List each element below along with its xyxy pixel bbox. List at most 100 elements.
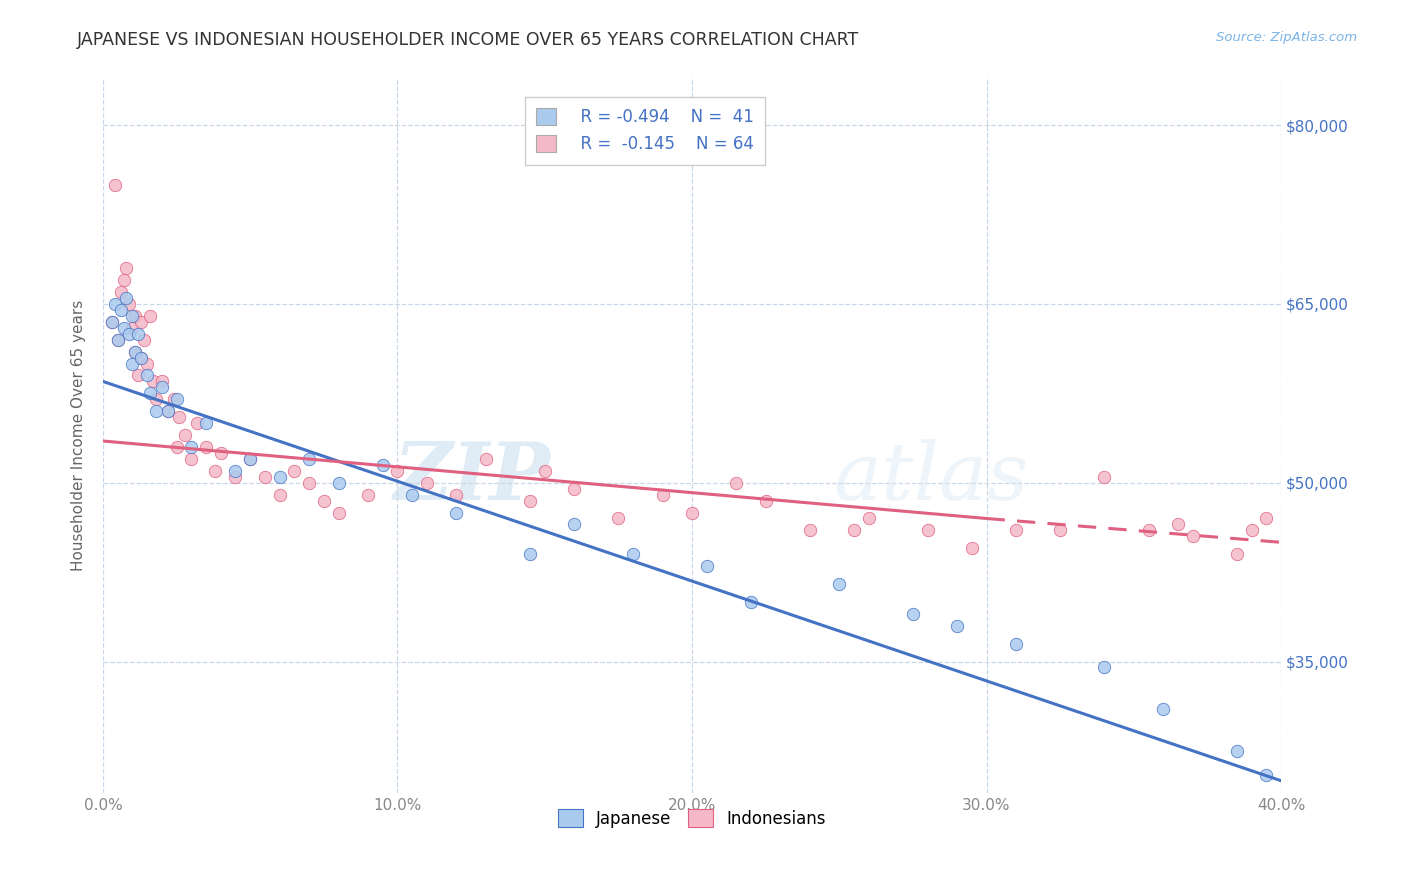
Point [253,469,276,483]
Point [416,475,439,490]
Point [621,547,644,561]
Point [755,493,778,508]
Point [842,524,865,538]
Point [121,357,143,371]
Point [533,464,555,478]
Point [186,416,208,430]
Point [1256,768,1278,782]
Point [1226,547,1249,561]
Point [475,451,498,466]
Point [174,428,197,442]
Point [180,451,202,466]
Point [112,273,135,287]
Point [169,410,191,425]
Point [446,506,468,520]
Point [107,333,129,347]
Text: ZIP: ZIP [394,439,551,516]
Point [104,297,127,311]
Point [799,524,821,538]
Point [1152,702,1174,716]
Text: atlas: atlas [834,439,1029,516]
Point [298,475,321,490]
Y-axis label: Householder Income Over 65 years: Householder Income Over 65 years [72,300,86,571]
Point [328,506,350,520]
Point [858,511,880,525]
Point [139,309,162,323]
Point [328,475,350,490]
Point [124,309,146,323]
Point [357,488,380,502]
Point [204,464,226,478]
Point [960,541,983,556]
Point [1256,511,1278,525]
Point [901,607,924,621]
Point [298,451,321,466]
Point [269,488,291,502]
Point [127,368,149,383]
Point [283,464,305,478]
Point [696,559,718,574]
Point [1226,744,1249,758]
Point [127,326,149,341]
Point [107,333,129,347]
Legend: Japanese, Indonesians: Japanese, Indonesians [551,803,832,834]
Point [136,368,159,383]
Point [224,469,246,483]
Point [150,380,173,394]
Point [917,524,939,538]
Point [1092,469,1115,483]
Point [134,333,156,347]
Point [209,446,232,460]
Point [121,309,143,323]
Point [828,577,851,591]
Point [401,488,423,502]
Point [156,404,179,418]
Text: JAPANESE VS INDONESIAN HOUSEHOLDER INCOME OVER 65 YEARS CORRELATION CHART: JAPANESE VS INDONESIAN HOUSEHOLDER INCOM… [77,31,859,49]
Point [519,547,541,561]
Point [104,178,127,192]
Point [195,440,218,454]
Point [124,344,146,359]
Point [740,595,762,609]
Point [239,451,262,466]
Point [118,326,141,341]
Point [562,517,585,532]
Point [139,386,162,401]
Point [519,493,541,508]
Point [681,506,703,520]
Point [239,451,262,466]
Point [446,488,468,502]
Point [1005,637,1028,651]
Point [1005,524,1028,538]
Point [1137,524,1160,538]
Point [1181,529,1204,543]
Point [142,375,165,389]
Point [162,392,184,407]
Point [129,315,152,329]
Point [1167,517,1189,532]
Point [224,464,246,478]
Point [651,488,673,502]
Point [562,482,585,496]
Point [100,315,122,329]
Point [115,291,138,305]
Point [136,357,159,371]
Point [371,458,394,472]
Point [118,297,141,311]
Point [129,351,152,365]
Point [110,302,132,317]
Point [1092,660,1115,674]
Point [110,285,132,299]
Point [112,320,135,334]
Point [150,375,173,389]
Point [607,511,630,525]
Point [1049,524,1071,538]
Point [1240,524,1263,538]
Point [115,261,138,276]
Point [195,416,218,430]
Point [725,475,748,490]
Point [124,344,146,359]
Point [145,404,167,418]
Point [121,320,143,334]
Point [156,404,179,418]
